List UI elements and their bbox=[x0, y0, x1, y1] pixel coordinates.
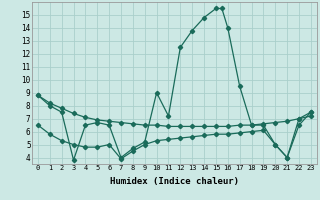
X-axis label: Humidex (Indice chaleur): Humidex (Indice chaleur) bbox=[110, 177, 239, 186]
